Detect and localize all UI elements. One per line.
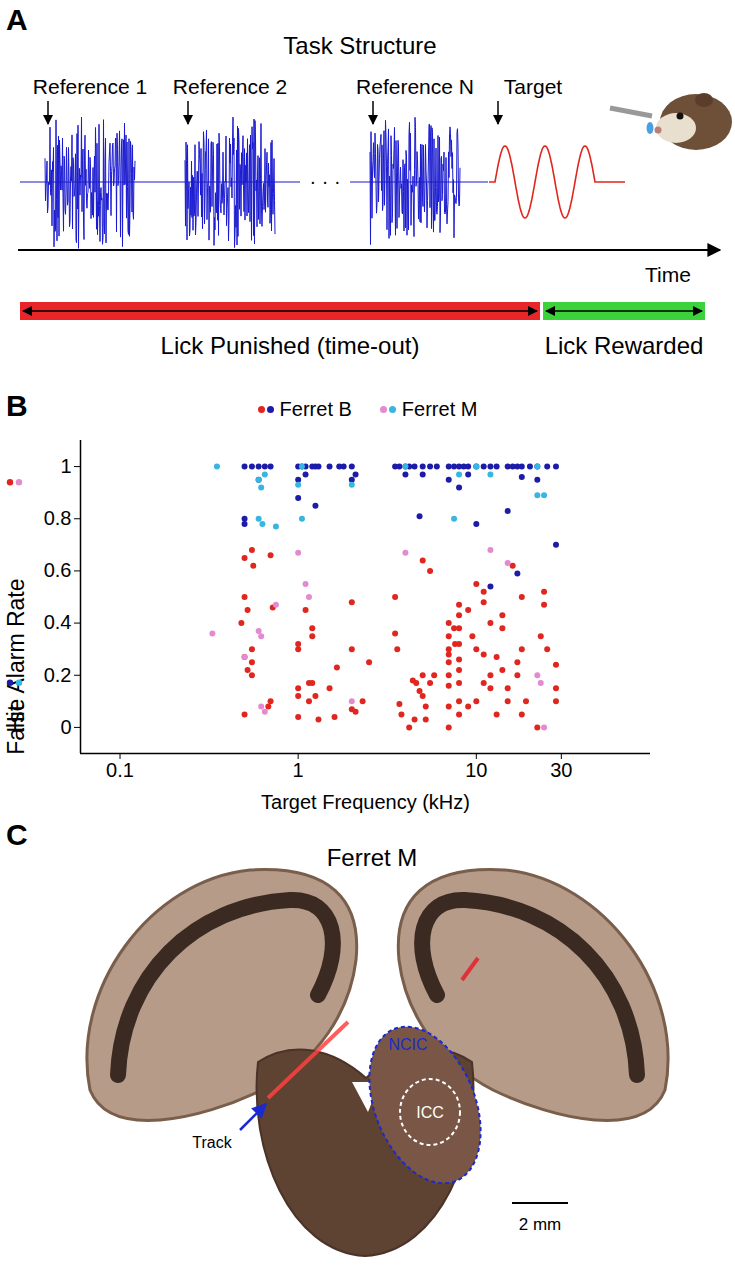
svg-text:2 mm: 2 mm (519, 1215, 562, 1234)
svg-text:NCIC: NCIC (388, 1036, 427, 1053)
svg-text:1: 1 (60, 455, 71, 477)
html-text:Ferret M: Ferret M (401, 398, 478, 421)
svg-text:0.2: 0.2 (44, 664, 72, 686)
svg-text:0.8: 0.8 (44, 507, 72, 529)
svg-text:Reference N: Reference N (356, 75, 474, 98)
svg-text:0.4: 0.4 (44, 611, 72, 633)
svg-text:Target: Target (504, 75, 563, 98)
svg-text:Lick Rewarded: Lick Rewarded (545, 332, 704, 359)
svg-text:Reference 1: Reference 1 (33, 75, 147, 98)
svg-text:Track: Track (192, 1134, 232, 1151)
svg-text:Lick Punished (time-out): Lick Punished (time-out) (161, 332, 420, 359)
svg-text:30: 30 (550, 759, 572, 781)
svg-text:0: 0 (60, 716, 71, 738)
svg-text:Task Structure: Task Structure (283, 32, 436, 59)
html-text:Ferret B: Ferret B (279, 398, 352, 421)
svg-text:0.6: 0.6 (44, 559, 72, 581)
svg-text:10: 10 (465, 759, 487, 781)
svg-text:· · ·: · · · (309, 170, 340, 192)
svg-text:Time: Time (645, 263, 691, 286)
svg-text:0.1: 0.1 (106, 759, 134, 781)
svg-text:A: A (6, 3, 28, 36)
svg-text:False Alarm Rate: False Alarm Rate (3, 578, 29, 754)
html-text:B: B (6, 389, 28, 422)
svg-text:ICC: ICC (416, 1104, 444, 1121)
svg-text:Ferret M: Ferret M (327, 844, 418, 871)
svg-text:C: C (6, 818, 28, 851)
svg-text:Target Frequency (kHz): Target Frequency (kHz) (261, 791, 470, 813)
svg-text:1: 1 (293, 759, 304, 781)
svg-text:Reference 2: Reference 2 (173, 75, 287, 98)
